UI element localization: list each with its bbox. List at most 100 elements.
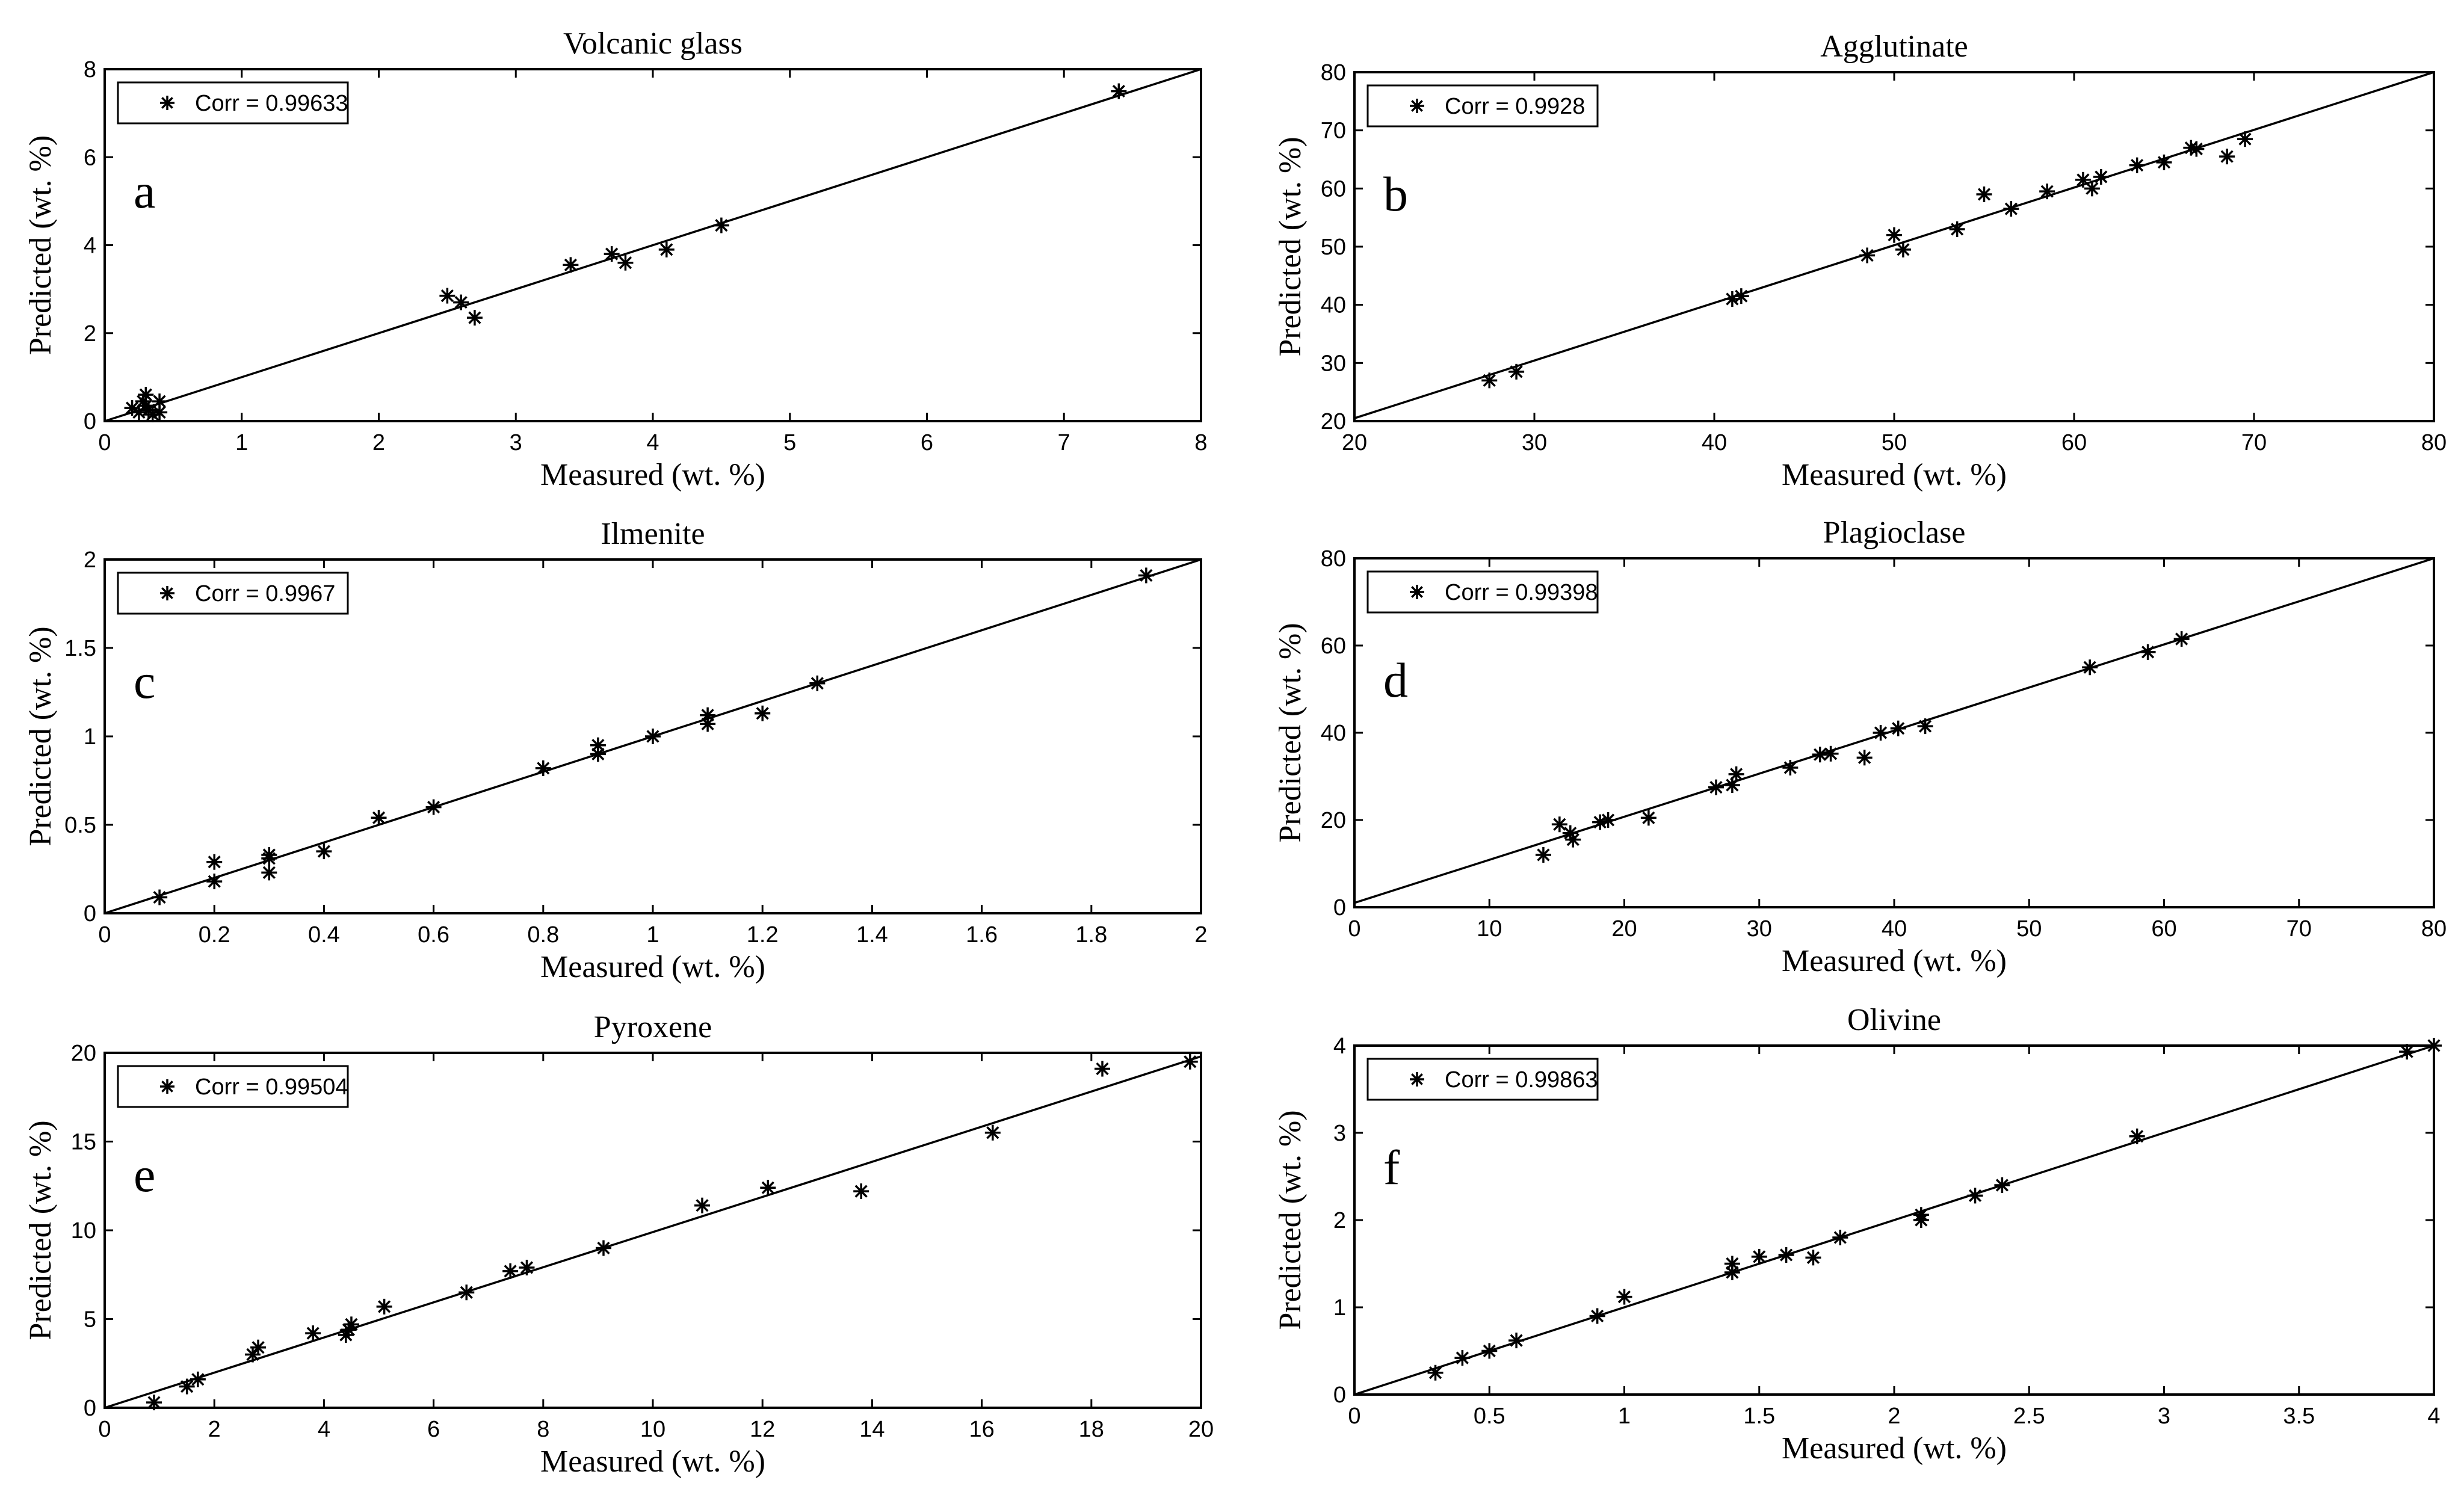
y-tick-label: 80 <box>1321 60 1346 85</box>
data-point <box>453 294 469 310</box>
data-point <box>645 729 661 744</box>
data-point <box>1967 1188 1983 1204</box>
x-tick-label: 1.5 <box>1743 1404 1775 1429</box>
data-point <box>1562 825 1578 841</box>
panel-label: a <box>134 164 155 218</box>
data-point <box>700 707 716 723</box>
y-tick-label: 40 <box>1321 721 1346 746</box>
data-point <box>2399 1044 2415 1060</box>
x-tick-label: 14 <box>859 1417 885 1442</box>
chart-panel-olivine: 0 0.5 1 1.5 2 2.5 3 3.5 4 0 1 2 3 4 Corr = 0.99863 f Oli… <box>1273 1003 2442 1466</box>
data-point <box>1832 1230 1848 1245</box>
data-point <box>1751 1248 1767 1265</box>
data-point <box>1733 288 1749 304</box>
y-tick-label: 3 <box>1333 1121 1346 1146</box>
x-tick-label: 1 <box>1618 1404 1631 1429</box>
x-tick-label: 80 <box>2421 916 2447 942</box>
data-point <box>563 257 579 273</box>
y-tick-label: 2 <box>84 547 96 573</box>
data-point <box>152 404 168 421</box>
chart-title: Agglutinate <box>1820 29 1968 64</box>
data-point <box>152 889 168 905</box>
panel-label: e <box>134 1147 155 1202</box>
x-tick-label: 5 <box>783 430 796 455</box>
data-point <box>604 246 620 262</box>
y-tick-label: 0 <box>84 409 96 434</box>
x-tick-label: 60 <box>2061 430 2087 455</box>
fit-line <box>104 68 1202 422</box>
data-point <box>1708 779 1724 795</box>
data-point <box>1778 1247 1794 1263</box>
data-point <box>809 675 826 691</box>
x-tick-label: 0.6 <box>418 922 449 948</box>
y-axis-label: Predicted (wt. %) <box>23 626 58 846</box>
data-point <box>305 1325 321 1342</box>
data-point <box>1481 372 1498 389</box>
data-point <box>1565 831 1581 848</box>
data-point <box>1508 363 1525 380</box>
data-point <box>1859 247 1876 264</box>
data-point <box>1454 1350 1471 1366</box>
x-tick-label: 0.2 <box>199 922 230 948</box>
x-axis-label: Measured (wt. %) <box>540 1444 765 1479</box>
x-axis-label: Measured (wt. %) <box>540 458 765 492</box>
data-point <box>2188 141 2205 157</box>
x-tick-label: 10 <box>1477 916 1502 942</box>
x-tick-label: 8 <box>537 1417 549 1442</box>
data-point <box>1182 1053 1198 1070</box>
legend-box <box>1366 1058 1599 1101</box>
chart-panel-volcanic-glass: 0 1 2 3 4 5 6 7 8 0 2 4 6 8 Corr = 0.99633 a Volcanic gl… <box>23 26 1208 492</box>
chart-panel-ilmenite: 0 0.2 0.4 0.6 0.8 1 1.2 1.4 1.6 1.8 2 0 0.5 1 1.5 2 Corr… <box>23 517 1208 984</box>
x-tick-label: 1.2 <box>747 922 779 948</box>
legend-marker <box>1410 99 1424 113</box>
x-tick-label: 6 <box>427 1417 440 1442</box>
x-tick-label: 0 <box>98 1417 111 1442</box>
data-point <box>1856 750 1873 766</box>
x-tick-label: 4 <box>646 430 659 455</box>
chart-panel-pyroxene: 0 2 4 6 8 10 12 14 16 18 20 0 5 10 15 20 Corr = 0.99504 e… <box>23 1010 1214 1479</box>
data-point <box>2129 157 2145 173</box>
x-tick-label: 1.4 <box>856 922 888 948</box>
y-tick-label: 0 <box>1333 1383 1346 1408</box>
data-point <box>2082 659 2098 676</box>
x-tick-label: 2 <box>1194 922 1207 948</box>
data-point <box>2093 169 2109 185</box>
data-point <box>1600 812 1616 828</box>
data-point <box>1886 227 1902 243</box>
x-axis-label: Measured (wt. %) <box>1782 458 2007 492</box>
data-point <box>2426 1038 2442 1053</box>
chart-title: Plagioclase <box>1823 516 1966 550</box>
x-tick-label: 8 <box>1194 430 1207 455</box>
y-tick-label: 10 <box>71 1218 96 1244</box>
y-tick-label: 80 <box>1321 546 1346 572</box>
legend-marker <box>160 96 174 110</box>
x-tick-label: 18 <box>1079 1417 1104 1442</box>
x-tick-label: 70 <box>2286 916 2312 942</box>
x-tick-label: 30 <box>1522 430 1547 455</box>
x-axis-label: Measured (wt. %) <box>1782 1431 2007 1466</box>
x-tick-label: 3 <box>2158 1404 2170 1429</box>
data-point <box>853 1183 869 1200</box>
y-tick-label: 30 <box>1321 351 1346 376</box>
data-point <box>152 393 168 410</box>
data-point <box>2237 131 2253 147</box>
x-tick-label: 50 <box>2016 916 2042 942</box>
data-point <box>316 843 332 860</box>
data-point <box>250 1339 267 1355</box>
panel-label: c <box>134 654 155 709</box>
y-tick-label: 20 <box>1321 409 1346 434</box>
chart-title: Volcanic glass <box>563 26 743 61</box>
data-point <box>502 1263 519 1279</box>
data-point <box>1823 745 1839 762</box>
data-point <box>617 254 634 271</box>
x-tick-label: 10 <box>640 1417 665 1442</box>
legend-box <box>117 81 349 125</box>
chart-panel-plagioclase: 0 10 20 30 40 50 60 70 80 0 20 40 60 80 Corr = 0.99398… <box>1273 516 2447 978</box>
y-tick-label: 0 <box>1333 895 1346 920</box>
x-tick-label: 12 <box>750 1417 775 1442</box>
x-tick-label: 20 <box>1342 430 1367 455</box>
data-point <box>1589 1308 1605 1324</box>
y-tick-label: 2 <box>1333 1208 1346 1233</box>
data-point <box>984 1124 1001 1141</box>
